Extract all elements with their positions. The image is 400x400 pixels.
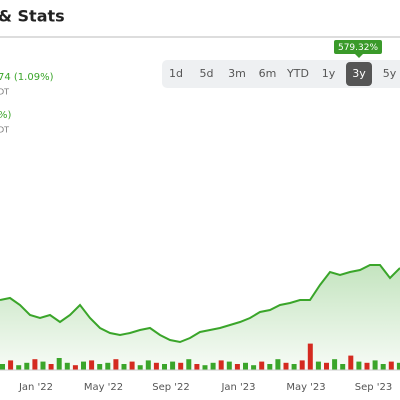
volume-bar xyxy=(234,364,240,370)
volume-bar xyxy=(243,362,248,370)
range-button-label[interactable]: 5y xyxy=(383,67,397,80)
volume-bar xyxy=(137,365,143,370)
volume-bar xyxy=(202,365,208,370)
quote-note: DT xyxy=(0,88,9,97)
volume-bar xyxy=(72,365,78,370)
volume-bar xyxy=(324,362,329,370)
volume-bar xyxy=(364,362,370,370)
x-tick-label: May '22 xyxy=(84,382,123,393)
range-button-label[interactable]: 3m xyxy=(228,67,246,80)
x-tick-label: Sep '23 xyxy=(355,382,393,393)
area-fill xyxy=(0,265,400,370)
badge-pointer xyxy=(355,54,363,58)
x-tick-label: Jan '23 xyxy=(220,382,255,393)
volume-bar xyxy=(340,364,346,370)
quote-change: 74 (1.09%) xyxy=(0,72,54,83)
volume-bar xyxy=(194,364,200,370)
x-tick-label: May '23 xyxy=(286,382,325,393)
volume-bar xyxy=(251,365,257,370)
volume-bar xyxy=(186,359,192,370)
volume-bar xyxy=(113,359,119,370)
range-bar xyxy=(162,60,400,88)
change-badge xyxy=(334,40,382,54)
volume-bar xyxy=(8,360,14,370)
volume-bar xyxy=(81,361,86,370)
volume-bar xyxy=(0,364,5,370)
x-tick-label: Sep '22 xyxy=(152,382,190,393)
volume-bar xyxy=(48,364,54,370)
range-button-label[interactable]: 1d xyxy=(169,67,183,80)
volume-bar xyxy=(388,361,394,370)
volume-bar xyxy=(16,365,22,370)
range-button-label[interactable]: YTD xyxy=(286,67,309,80)
volume-bar xyxy=(89,360,95,370)
volume-bar xyxy=(97,364,103,370)
range-button-label[interactable]: 5d xyxy=(200,67,214,80)
volume-bar xyxy=(380,364,386,370)
volume-bar xyxy=(315,361,321,370)
volume-bar xyxy=(121,364,127,370)
volume-bar xyxy=(162,364,167,370)
volume-bar xyxy=(283,362,289,370)
volume-bar xyxy=(307,343,313,370)
volume-bar xyxy=(32,359,38,370)
volume-bar xyxy=(129,361,135,370)
volume-bar xyxy=(356,361,362,370)
volume-bar xyxy=(291,364,297,370)
volume-bar xyxy=(299,360,305,370)
range-button-label[interactable]: 3y xyxy=(352,67,366,80)
volume-bar xyxy=(267,364,273,370)
volume-bar xyxy=(145,360,151,370)
volume-bar xyxy=(332,359,338,370)
range-button-label[interactable]: 1y xyxy=(322,67,336,80)
price-line xyxy=(0,264,400,344)
volume-bar xyxy=(178,362,184,370)
volume-bar xyxy=(218,360,224,370)
volume-bar xyxy=(64,362,70,370)
change-badge-label: 579.32% xyxy=(338,43,378,53)
volume-bar xyxy=(40,361,46,370)
volume-bar xyxy=(210,362,216,370)
volume-bar xyxy=(170,361,176,370)
volume-bar xyxy=(105,362,111,370)
range-button[interactable] xyxy=(346,62,372,86)
volume-bar xyxy=(396,362,400,370)
range-button-label[interactable]: 6m xyxy=(259,67,277,80)
volume-bar xyxy=(348,355,354,370)
volume-bar xyxy=(372,360,378,370)
section-title: & Stats xyxy=(0,7,65,26)
quote-note: DT xyxy=(0,126,9,135)
quote-change: %) xyxy=(0,110,12,121)
volume-bar xyxy=(153,362,159,370)
volume-bar xyxy=(56,358,62,370)
volume-bar xyxy=(275,359,281,370)
volume-bar xyxy=(226,361,232,370)
volume-bar xyxy=(259,361,265,370)
x-tick-label: Jan '22 xyxy=(18,382,53,393)
volume-bar xyxy=(24,362,30,370)
